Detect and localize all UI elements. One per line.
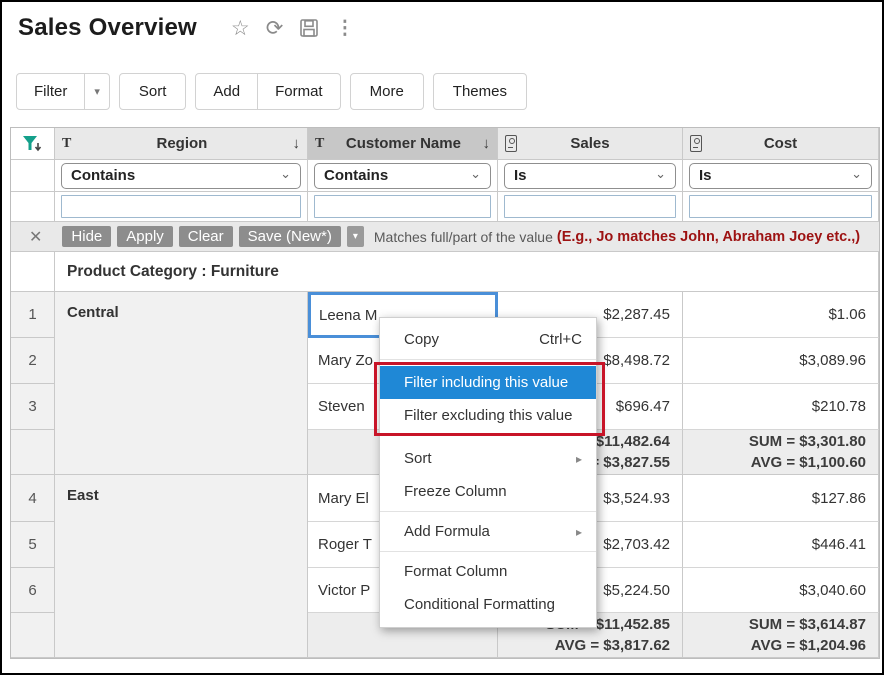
filter-button[interactable]: Filter: [34, 83, 68, 100]
save-icon[interactable]: [299, 18, 319, 38]
menu-item-freeze-column[interactable]: Freeze Column: [404, 483, 507, 500]
hide-button[interactable]: Hide: [62, 226, 112, 247]
cost-condition-cell: Is ⌄: [683, 160, 879, 192]
cost-cell[interactable]: $3,089.96: [683, 338, 879, 384]
copy-shortcut: Ctrl+C: [539, 331, 582, 348]
cost-cell[interactable]: $446.41: [683, 522, 879, 568]
cost-group-summary: SUM = $3,301.80 AVG = $1,100.60: [683, 430, 879, 475]
row-number: 4: [11, 475, 55, 522]
region-condition-cell: Contains ⌄: [55, 160, 308, 192]
region-filter-input[interactable]: [61, 195, 301, 218]
title-bar: Sales Overview ☆ ⟳ ⋮: [18, 14, 354, 42]
menu-separator: [380, 551, 596, 552]
cost-cell[interactable]: $127.86: [683, 475, 879, 522]
add-button[interactable]: Add: [213, 83, 241, 100]
menu-item-filter-include[interactable]: Filter including this value: [380, 366, 596, 399]
filter-hint-example: (E.g., Jo matches John, Abraham Joey etc…: [556, 228, 861, 245]
save-dropdown-caret[interactable]: ▾: [346, 226, 364, 247]
filter-split-button: Filter ▾: [16, 73, 110, 110]
apply-button[interactable]: Apply: [117, 226, 173, 247]
column-header-region[interactable]: T Region ↓: [55, 128, 308, 160]
filter-funnel-icon: [22, 135, 41, 151]
numeric-column-icon: [690, 135, 702, 152]
more-button[interactable]: More: [349, 73, 424, 110]
clear-button[interactable]: Clear: [178, 226, 233, 247]
submenu-arrow-icon: ▸: [575, 524, 582, 539]
favorite-star-icon[interactable]: ☆: [230, 16, 250, 40]
column-header-sales[interactable]: Sales: [498, 128, 683, 160]
chevron-down-icon: ⌄: [655, 165, 666, 181]
menu-item-conditional-formatting[interactable]: Conditional Formatting: [404, 596, 555, 613]
sales-filter-input-cell: [498, 192, 683, 222]
customer-condition-cell: Contains ⌄: [308, 160, 498, 192]
customer-filter-input-cell: [308, 192, 498, 222]
menu-separator: [380, 511, 596, 512]
region-cell-east[interactable]: East: [55, 475, 308, 658]
more-options-icon[interactable]: ⋮: [335, 17, 355, 39]
sort-desc-icon[interactable]: ↓: [292, 135, 301, 152]
row-number: 2: [11, 338, 55, 384]
customer-filter-input[interactable]: [314, 195, 491, 218]
sort-button[interactable]: Sort: [118, 73, 187, 110]
region-filter-input-cell: [55, 192, 308, 222]
category-header: Product Category : Furniture: [55, 252, 879, 292]
row-number: 3: [11, 384, 55, 430]
row-number: 5: [11, 522, 55, 568]
region-condition-select[interactable]: Contains ⌄: [61, 162, 301, 189]
sort-desc-icon[interactable]: ↓: [482, 135, 491, 152]
sales-filter-input[interactable]: [504, 195, 676, 218]
row-number-cell: [11, 430, 55, 475]
refresh-icon[interactable]: ⟳: [265, 16, 284, 40]
sales-condition-cell: Is ⌄: [498, 160, 683, 192]
menu-item-sort[interactable]: Sort ▸: [404, 450, 582, 467]
save-new-button[interactable]: Save (New*): [238, 226, 341, 247]
customer-condition-select[interactable]: Contains ⌄: [314, 162, 491, 189]
text-type-icon: T: [315, 135, 325, 151]
menu-separator: [380, 359, 596, 360]
row-number: 1: [11, 292, 55, 338]
spacer-cell: [11, 160, 55, 192]
menu-item-format-column[interactable]: Format Column: [404, 563, 508, 580]
close-filter-icon[interactable]: ✕: [29, 228, 43, 246]
filter-action-bar: ✕ Hide Apply Clear Save (New*) ▾ Matches…: [11, 222, 879, 252]
cost-cell[interactable]: $210.78: [683, 384, 879, 430]
numeric-column-icon: [505, 135, 517, 152]
filter-hint-text: Matches full/part of the value: [373, 228, 553, 245]
highlight-annotation-region: Filter including this value Filter exclu…: [374, 362, 605, 436]
context-menu: Copy Ctrl+C Filter including this value …: [374, 317, 605, 628]
row-number: 6: [11, 568, 55, 613]
cost-group-summary: SUM = $3,614.87 AVG = $1,204.96: [683, 613, 879, 658]
sales-condition-select[interactable]: Is ⌄: [504, 162, 676, 189]
themes-button[interactable]: Themes: [432, 73, 527, 110]
chevron-down-icon: ⌄: [470, 165, 481, 181]
add-format-group: Add Format: [195, 73, 341, 110]
menu-item-filter-exclude[interactable]: Filter excluding this value: [404, 407, 573, 424]
column-header-customer-name[interactable]: T Customer Name ↓: [308, 128, 498, 160]
row-number-cell: [11, 613, 55, 658]
submenu-arrow-icon: ▸: [575, 451, 582, 466]
format-button[interactable]: Format: [257, 74, 340, 109]
page-title: Sales Overview: [18, 14, 197, 41]
text-type-icon: T: [62, 135, 72, 151]
row-number-cell: [11, 252, 55, 292]
region-cell-central[interactable]: Central: [55, 292, 308, 475]
chevron-down-icon: ⌄: [280, 165, 291, 181]
cost-condition-select[interactable]: Is ⌄: [689, 162, 872, 189]
spacer-cell: [11, 192, 55, 222]
cost-filter-input-cell: [683, 192, 879, 222]
filter-dropdown-caret[interactable]: ▾: [84, 74, 109, 109]
cost-filter-input[interactable]: [689, 195, 872, 218]
filter-toggle-cell[interactable]: [11, 128, 55, 160]
cost-cell[interactable]: $3,040.60: [683, 568, 879, 613]
toolbar: Filter ▾ Sort Add Format More Themes: [16, 73, 527, 110]
column-header-cost[interactable]: Cost: [683, 128, 879, 160]
chevron-down-icon: ⌄: [851, 165, 862, 181]
menu-item-add-formula[interactable]: Add Formula ▸: [404, 523, 582, 540]
menu-item-copy[interactable]: Copy Ctrl+C: [404, 331, 582, 348]
cost-cell[interactable]: $1.06: [683, 292, 879, 338]
